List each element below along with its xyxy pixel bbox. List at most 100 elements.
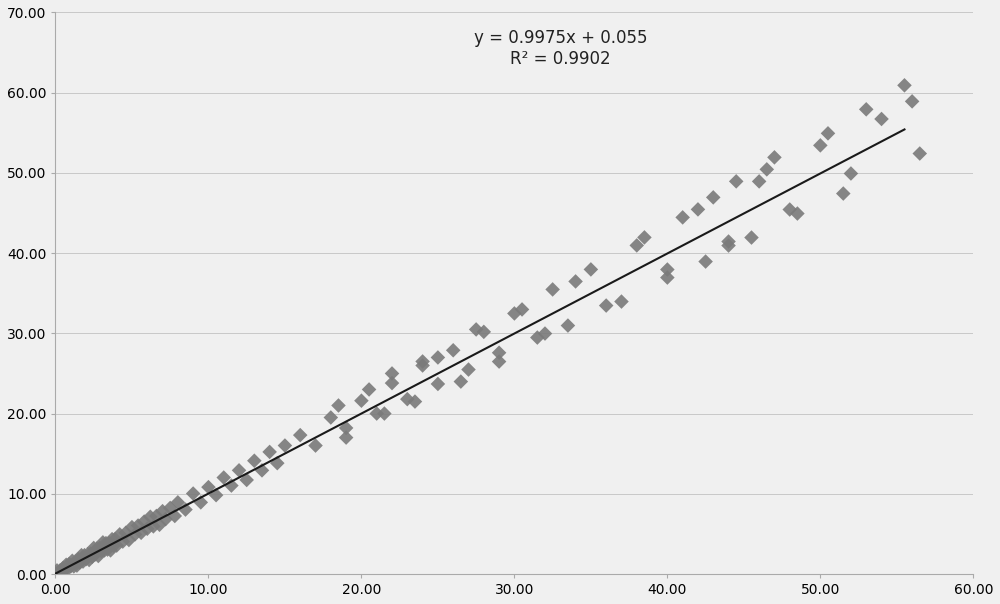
Point (858, 104, 874, 114)
Point (766, 153, 782, 162)
Point (80, 550, 96, 559)
Point (223, 481, 239, 490)
Point (376, 409, 392, 419)
Point (89, 544, 105, 554)
Point (148, 511, 164, 521)
Point (338, 432, 354, 442)
Point (323, 413, 339, 422)
Point (613, 297, 629, 306)
Point (384, 368, 400, 378)
Point (476, 327, 492, 336)
Point (99, 545, 115, 554)
Point (52, 565, 68, 575)
Point (139, 524, 155, 533)
Point (698, 257, 714, 266)
Point (177, 505, 193, 515)
Point (95, 538, 111, 547)
Point (87, 550, 103, 559)
Point (124, 522, 140, 532)
Point (659, 265, 675, 274)
Point (277, 441, 293, 451)
Point (92, 543, 108, 553)
Point (782, 205, 798, 214)
Point (142, 512, 158, 522)
Point (127, 530, 143, 539)
Point (269, 458, 285, 468)
Point (675, 213, 691, 222)
Point (384, 378, 400, 388)
Point (246, 456, 262, 466)
Point (545, 284, 561, 294)
Point (292, 430, 308, 440)
Point (75, 557, 91, 567)
Point (506, 309, 522, 318)
Point (415, 361, 431, 370)
Point (560, 321, 576, 330)
Point (72, 557, 88, 567)
Point (58, 560, 74, 570)
Point (136, 517, 152, 527)
Point (514, 304, 530, 314)
Point (66, 562, 82, 571)
Point (460, 365, 476, 374)
Point (629, 240, 645, 250)
Point (453, 377, 469, 387)
Point (151, 520, 167, 530)
Point (109, 541, 125, 550)
Point (705, 193, 721, 202)
Point (468, 324, 484, 334)
Point (78, 554, 94, 564)
Point (81, 555, 97, 565)
Point (430, 379, 446, 389)
Point (130, 521, 146, 530)
Point (216, 473, 232, 483)
Point (843, 169, 859, 178)
Point (106, 541, 122, 550)
Point (64, 556, 80, 565)
Point (54, 568, 70, 577)
Point (239, 475, 255, 485)
Point (330, 400, 346, 410)
Point (63, 562, 79, 571)
Point (820, 129, 836, 138)
Point (690, 205, 706, 214)
Point (353, 396, 369, 405)
Point (636, 233, 652, 242)
Point (84, 552, 100, 562)
Point (61, 559, 77, 569)
Point (254, 466, 270, 475)
Point (162, 503, 178, 513)
Point (721, 237, 737, 246)
Point (96, 545, 112, 555)
Point (93, 547, 109, 556)
Point (67, 557, 83, 567)
Point (49, 565, 65, 575)
Point (77, 550, 93, 560)
Point (121, 535, 137, 545)
Point (83, 549, 99, 559)
Point (200, 483, 216, 492)
Point (155, 506, 171, 516)
Point (904, 97, 920, 106)
Point (529, 333, 545, 342)
Point (659, 273, 675, 283)
Text: y = 0.9975x + 0.055
R² = 0.9902: y = 0.9975x + 0.055 R² = 0.9902 (474, 29, 647, 68)
Point (445, 345, 461, 355)
Point (208, 490, 224, 500)
Point (73, 550, 89, 560)
Point (751, 176, 767, 186)
Point (86, 543, 102, 553)
Point (812, 141, 828, 150)
Point (60, 564, 76, 574)
Point (789, 209, 805, 219)
Point (399, 394, 415, 404)
Point (338, 423, 354, 433)
Point (55, 563, 71, 573)
Point (170, 498, 186, 507)
Point (491, 357, 507, 367)
Point (491, 348, 507, 358)
Point (101, 538, 117, 548)
Point (262, 447, 278, 457)
Point (57, 565, 73, 574)
Point (115, 537, 131, 547)
